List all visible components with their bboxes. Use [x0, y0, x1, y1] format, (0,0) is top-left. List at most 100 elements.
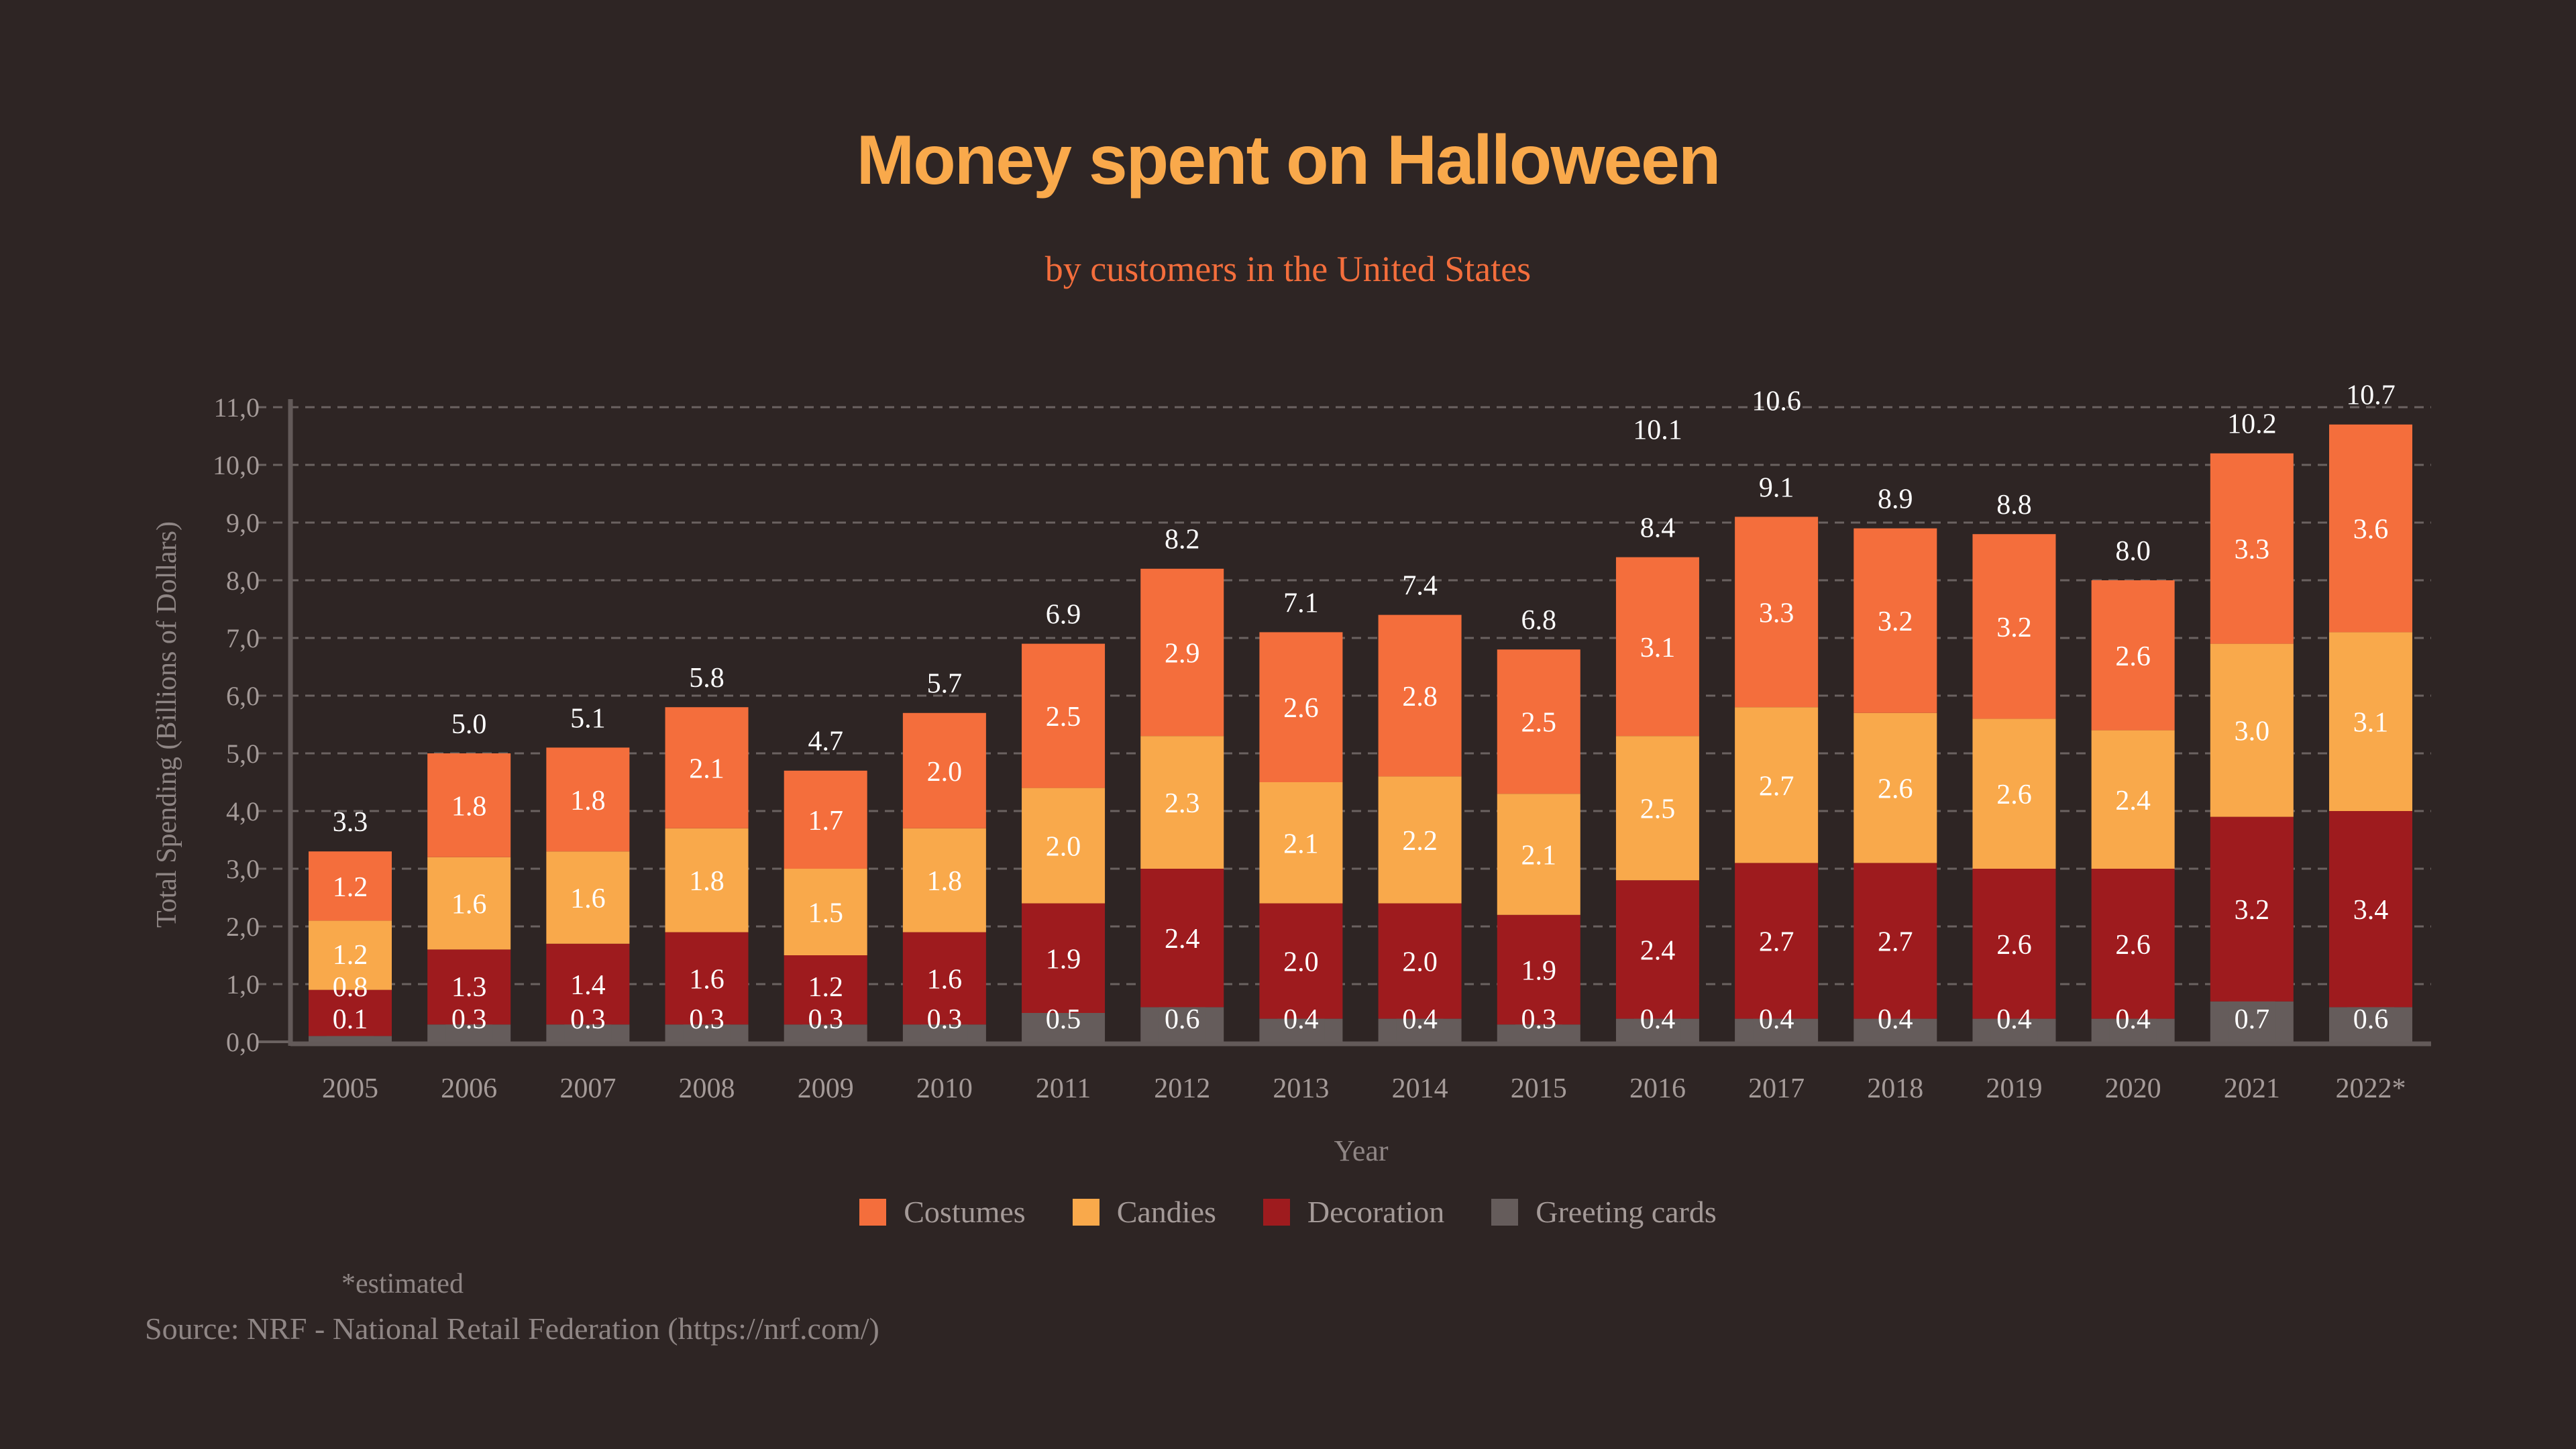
data-label: 2.5 [1046, 702, 1081, 733]
x-tick-label: 2015 [1511, 1073, 1567, 1104]
bar-costumes [1497, 649, 1580, 794]
data-label: 2.0 [927, 757, 963, 788]
bar-candies [1022, 788, 1106, 904]
data-label: 3.2 [1996, 612, 2032, 643]
bar-candies [1615, 736, 1699, 881]
data-label: 0.7 [2235, 1004, 2270, 1035]
bar-candies [1378, 776, 1462, 904]
data-label: 3.1 [2353, 708, 2389, 739]
bar-decoration [427, 949, 511, 1025]
extra-total-label: 10.6 [1752, 386, 1801, 417]
x-tick-label: 2011 [1036, 1073, 1091, 1104]
legend-label: Greeting cards [1536, 1195, 1717, 1229]
bar-decoration [1854, 863, 1937, 1019]
data-label: 2.6 [2115, 641, 2151, 672]
total-label: 9.1 [1759, 472, 1794, 503]
data-label: 2.6 [2115, 930, 2151, 961]
data-label: 0.3 [451, 1004, 487, 1035]
data-label: 2.5 [1521, 708, 1557, 739]
bar-costumes [1735, 517, 1819, 708]
data-label: 0.3 [570, 1004, 606, 1035]
bar-costumes [2329, 424, 2412, 633]
data-label: 3.2 [1878, 606, 1913, 637]
bar-decoration [1615, 880, 1699, 1019]
bar-costumes [1259, 632, 1343, 782]
legend-item-greeting-cards[interactable]: Greeting cards [1491, 1194, 1717, 1230]
data-label: 1.3 [451, 972, 487, 1003]
legend-item-decoration[interactable]: Decoration [1263, 1194, 1444, 1230]
legend-label: Candies [1116, 1195, 1216, 1229]
total-label: 7.4 [1402, 571, 1438, 602]
data-label: 0.3 [689, 1004, 724, 1035]
bar-costumes [784, 770, 867, 869]
bar-decoration [1259, 903, 1343, 1019]
greeting-cards-overlay [2228, 996, 2275, 1042]
data-label: 0.1 [333, 1004, 368, 1035]
source-note: Source: NRF - National Retail Federation… [145, 1311, 879, 1346]
data-label: 2.4 [2115, 786, 2151, 816]
legend-item-candies[interactable]: Candies [1072, 1194, 1216, 1230]
legend-swatch [1263, 1198, 1290, 1226]
data-label: 2.1 [1283, 828, 1319, 859]
data-label: 1.2 [808, 972, 843, 1003]
data-label: 1.6 [689, 964, 724, 995]
y-tick-label: 3,0 [226, 854, 260, 884]
bar-costumes [665, 707, 749, 828]
data-label: 1.8 [570, 786, 606, 816]
legend-label: Decoration [1307, 1195, 1445, 1229]
data-label: 3.4 [2353, 895, 2389, 926]
bar-decoration [665, 932, 749, 1025]
data-label: 2.6 [1878, 774, 1913, 805]
bar-candies [902, 828, 986, 932]
total-label: 5.0 [451, 709, 487, 740]
bar-decoration [2091, 869, 2175, 1019]
data-label: 3.0 [2235, 716, 2270, 747]
data-label: 2.2 [1402, 826, 1438, 857]
data-label: 1.6 [451, 890, 487, 920]
y-tick-label: 2,0 [226, 912, 260, 942]
bar-decoration [2329, 811, 2412, 1008]
legend-label: Costumes [904, 1195, 1026, 1229]
data-label: 2.4 [1640, 935, 1676, 966]
y-axis-title: Total Spending (Billions of Dollars) [152, 521, 182, 928]
x-tick-label: 2016 [1629, 1073, 1686, 1104]
bar-costumes [1378, 614, 1462, 777]
bar-decoration [1735, 863, 1819, 1019]
data-label: 0.6 [1165, 1004, 1200, 1035]
data-label: 2.9 [1165, 639, 1200, 669]
data-label: 2.0 [1283, 947, 1319, 978]
total-label: 10.7 [2346, 380, 2396, 411]
data-label: 2.4 [1165, 924, 1200, 955]
data-label: 0.4 [1996, 1004, 2032, 1035]
bar-costumes [1022, 643, 1106, 788]
total-label: 7.1 [1283, 588, 1319, 619]
bar-costumes [902, 712, 986, 828]
data-label: 0.5 [1046, 1004, 1081, 1035]
estimated-note: *estimated [341, 1269, 464, 1299]
x-tick-label: 2008 [679, 1073, 735, 1104]
bar-decoration [1022, 903, 1106, 1013]
data-label: 3.3 [1759, 598, 1794, 629]
bar-costumes [2091, 580, 2175, 731]
bar-costumes [1615, 557, 1699, 737]
bar-decoration [1972, 869, 2056, 1019]
x-tick-label: 2017 [1748, 1073, 1805, 1104]
bar-candies [2329, 632, 2412, 811]
x-tick-label: 2022* [2336, 1073, 2406, 1104]
x-tick-label: 2005 [322, 1073, 378, 1104]
x-tick-label: 2013 [1273, 1073, 1329, 1104]
x-tick-label: 2019 [1986, 1073, 2042, 1104]
data-label: 1.2 [333, 940, 368, 971]
chart-title: Money spent on Halloween [856, 121, 1721, 199]
y-tick-label: 6,0 [226, 681, 260, 711]
total-label: 8.4 [1640, 513, 1676, 544]
bar-costumes [427, 753, 511, 857]
data-label: 2.6 [1283, 693, 1319, 724]
legend-swatch [1491, 1198, 1519, 1226]
legend-item-costumes[interactable]: Costumes [859, 1194, 1026, 1230]
data-label: 1.7 [808, 806, 843, 837]
data-label: 2.7 [1759, 927, 1794, 958]
data-label: 3.1 [1640, 633, 1676, 663]
y-tick-label: 0,0 [226, 1027, 260, 1057]
